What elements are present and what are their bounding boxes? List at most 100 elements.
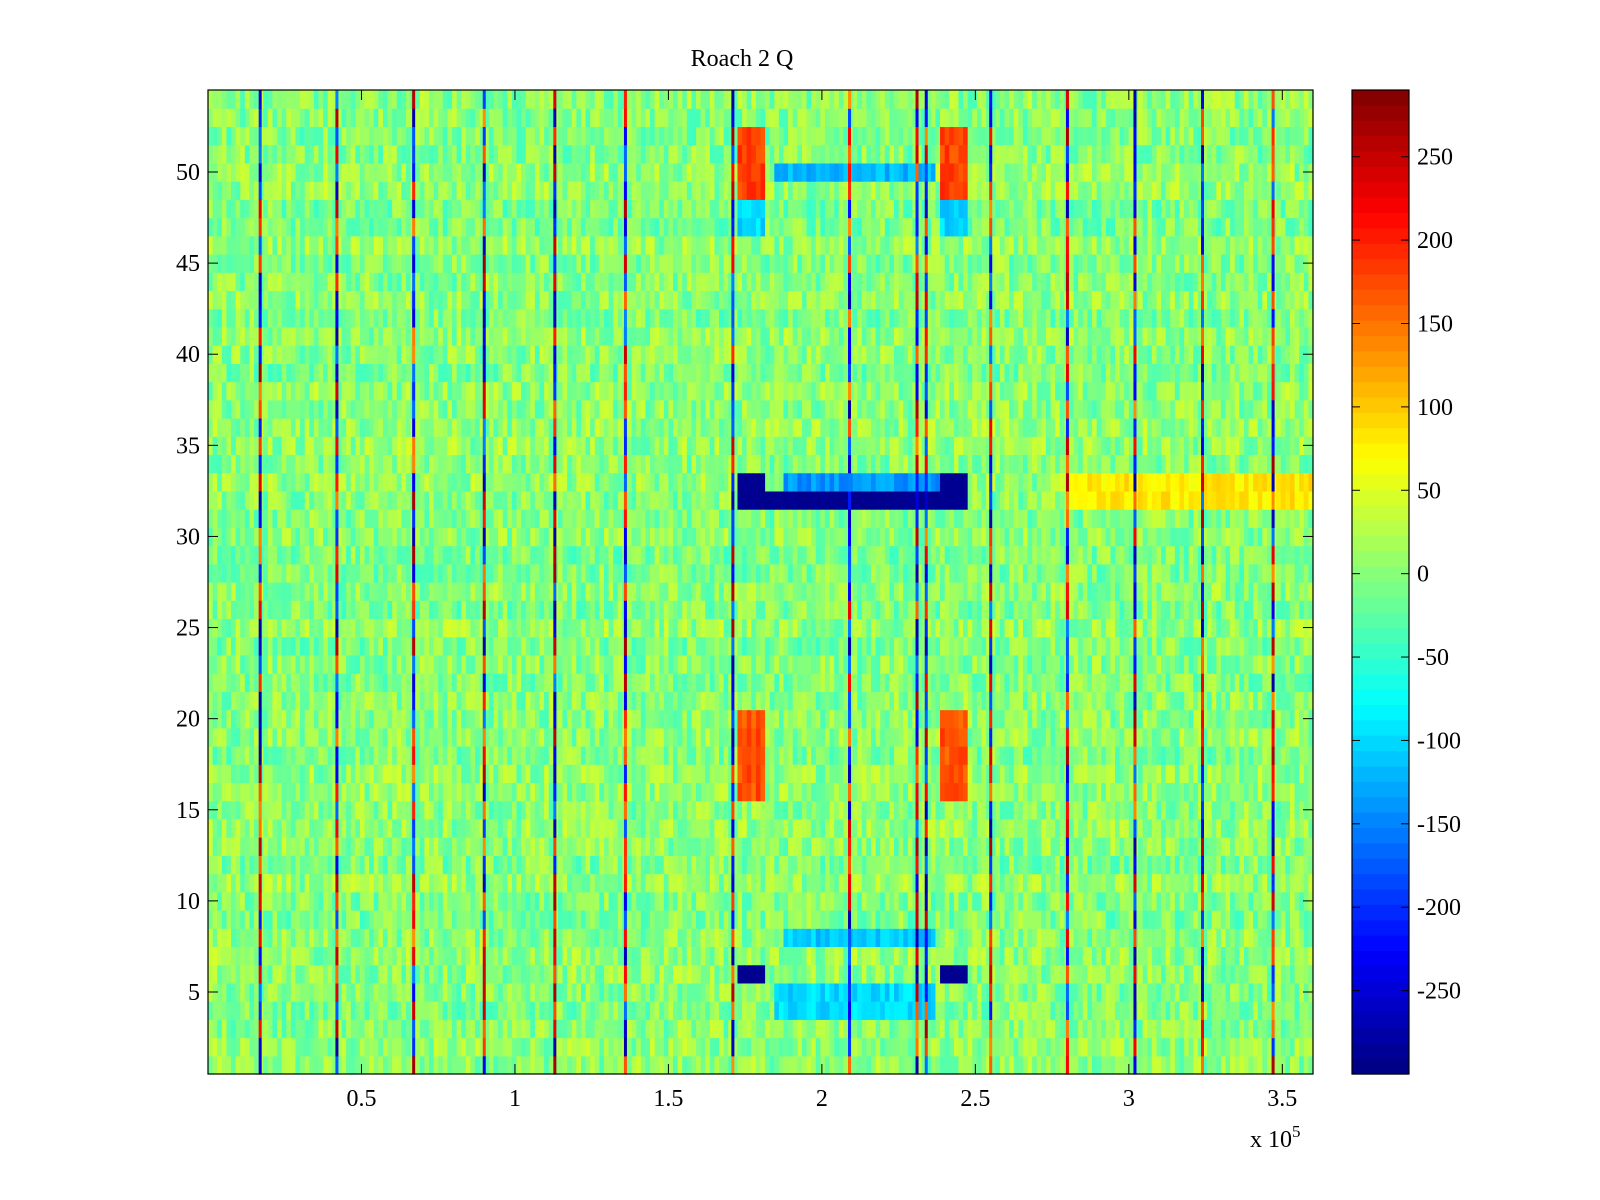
heatmap-cell [1138, 964, 1144, 984]
heatmap-cell [719, 982, 725, 1002]
heatmap-cell [507, 1019, 513, 1039]
heatmap-cell [576, 855, 582, 875]
heatmap-cell [475, 982, 481, 1002]
heatmap-cell [880, 691, 886, 711]
heatmap-cell [405, 910, 412, 929]
heatmap-cell [452, 1001, 458, 1020]
heatmap-cell [290, 709, 297, 729]
heatmap-cell [1170, 928, 1176, 948]
heatmap-cell [590, 709, 596, 729]
heatmap-cell [484, 928, 490, 948]
heatmap-cell [1110, 691, 1116, 711]
heatmap-cell [1257, 946, 1263, 966]
heatmap-cell [580, 1019, 587, 1039]
heatmap-cell [1027, 1037, 1033, 1057]
heatmap-cell [304, 928, 310, 948]
heatmap-cell [912, 818, 918, 838]
heatmap-cell [567, 946, 573, 966]
heatmap-cell [976, 837, 983, 856]
heatmap-cell [668, 1019, 674, 1039]
heatmap-cell [838, 928, 844, 948]
heatmap-cell [1289, 818, 1296, 838]
heatmap-cell [263, 1019, 269, 1039]
heatmap-cell [521, 855, 527, 875]
heatmap-cell [682, 1055, 688, 1075]
heatmap-cell [1197, 1001, 1204, 1020]
heatmap-cell [824, 709, 831, 729]
heatmap-cell [654, 964, 660, 984]
heatmap-cell [811, 709, 817, 729]
heatmap-cell [442, 782, 449, 802]
heatmap-cell [1188, 891, 1194, 911]
heatmap-cell [539, 1055, 545, 1075]
heatmap-cell [1138, 764, 1144, 784]
heatmap-cell [1262, 1001, 1268, 1020]
heatmap-cell [806, 764, 812, 784]
heatmap-cell [645, 746, 651, 765]
heatmap-cell [1022, 928, 1029, 948]
heatmap-cell [824, 964, 831, 984]
heatmap-cell [1216, 855, 1222, 875]
heatmap-cell [797, 691, 803, 711]
heatmap-cell [935, 818, 941, 838]
heatmap-cell [392, 1037, 398, 1057]
heatmap-cell [1110, 891, 1116, 911]
heatmap-cell [728, 800, 734, 820]
heatmap-cell [1179, 855, 1185, 875]
heatmap-cell [751, 837, 757, 856]
heatmap-cell [447, 928, 453, 948]
heatmap-cell [1202, 1055, 1208, 1075]
heatmap-cell [1170, 855, 1176, 875]
heatmap-cell [1207, 1019, 1213, 1039]
heatmap-cell [751, 727, 757, 747]
heatmap-cell [1105, 1019, 1112, 1039]
heatmap-cell [1193, 873, 1199, 893]
heatmap-cell [953, 837, 960, 856]
heatmap-cell [493, 982, 499, 1002]
heatmap-cell [502, 1019, 508, 1039]
heatmap-cell [1078, 691, 1084, 711]
heatmap-cell [884, 855, 891, 875]
heatmap-cell [857, 873, 863, 893]
heatmap-cell [1096, 946, 1102, 966]
heatmap-cell [999, 1019, 1006, 1039]
heatmap-cell [1266, 964, 1273, 984]
heatmap-cell [986, 891, 992, 911]
heatmap-cell [475, 946, 481, 966]
heatmap-cell [1068, 946, 1075, 966]
heatmap-cell [603, 746, 610, 765]
heatmap-cell [995, 746, 1001, 765]
heatmap-cell [318, 1055, 324, 1075]
heatmap-cell [295, 873, 301, 893]
heatmap-cell [447, 727, 453, 747]
heatmap-cell [995, 709, 1001, 729]
heatmap-cell [254, 982, 260, 1002]
heatmap-cell [1087, 910, 1093, 929]
heatmap-cell [507, 982, 513, 1002]
heatmap-cell [341, 964, 347, 984]
heatmap-cell [1211, 800, 1217, 820]
heatmap-cell [1032, 691, 1038, 711]
heatmap-cell [511, 837, 518, 856]
heatmap-cell [562, 964, 568, 984]
heatmap-cell [318, 910, 324, 929]
heatmap-cell [281, 837, 287, 856]
heatmap-cell [562, 1001, 568, 1020]
heatmap-cell [373, 964, 379, 984]
heatmap-cell [806, 855, 812, 875]
heatmap-cell [1276, 1037, 1282, 1057]
heatmap-cell [424, 928, 430, 948]
heatmap-cell [884, 946, 891, 966]
heatmap-cell [1124, 782, 1130, 802]
heatmap-cell [1115, 782, 1121, 802]
heatmap-cell [838, 1037, 844, 1057]
heatmap-cell [539, 982, 545, 1002]
heatmap-cell [778, 1037, 785, 1057]
heatmap-cell [585, 709, 591, 729]
heatmap-cell [231, 837, 237, 856]
heatmap-cell [226, 818, 232, 838]
heatmap-cell [728, 1037, 734, 1057]
heatmap-cell [387, 891, 393, 911]
heatmap-cell [1068, 1019, 1075, 1039]
heatmap-cell [645, 782, 651, 802]
